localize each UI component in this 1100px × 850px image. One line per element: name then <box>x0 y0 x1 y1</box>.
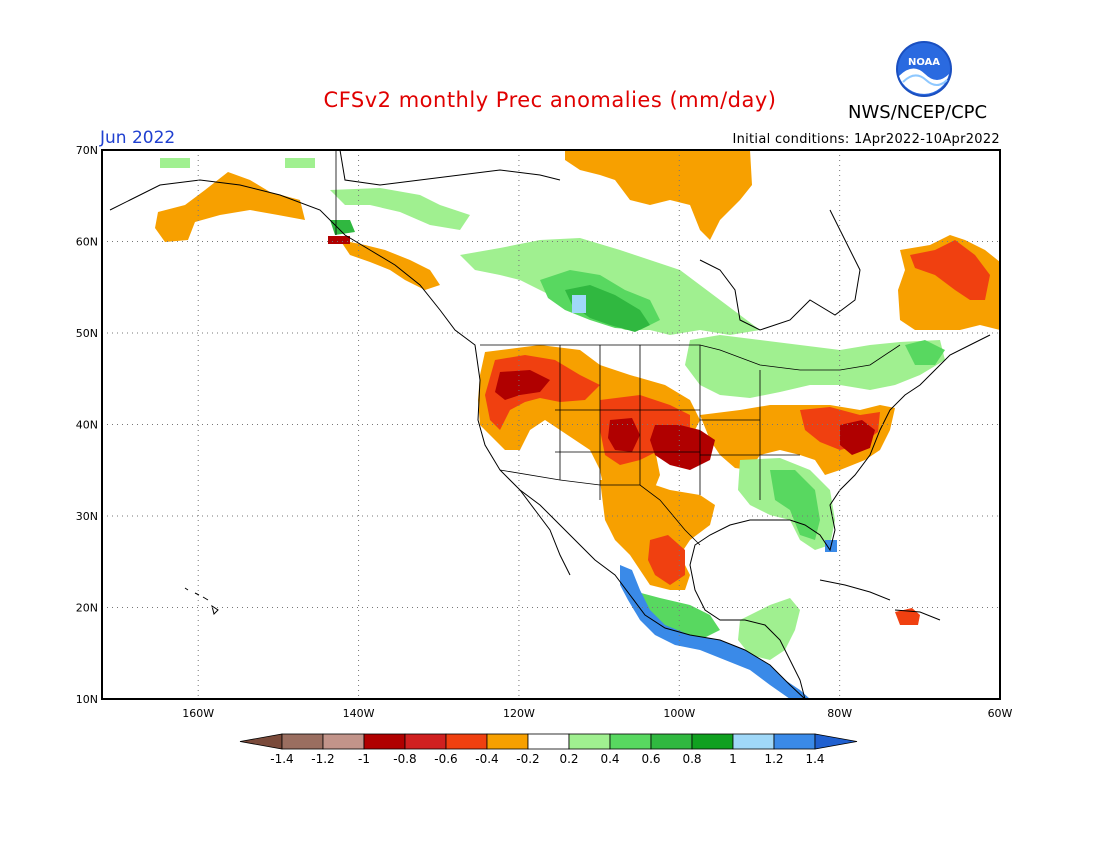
anomaly-bering-strait <box>160 158 190 168</box>
anomaly-nova-scotia <box>905 340 945 365</box>
anomaly-mexico-pacific <box>620 565 810 699</box>
colorbar-labels: -1.4 -1.2 -1 -0.8 -0.6 -0.4 -0.2 0.2 0.4 0.6 0.8 1 1… <box>270 752 824 766</box>
colorbar-swatch-12 <box>732 733 775 750</box>
forecast-period: Jun 2022 <box>100 128 176 148</box>
anomaly-texas-mexico <box>600 480 715 590</box>
lat-label-60N: 60N <box>76 236 98 249</box>
initial-conditions: Initial conditions: 1Apr2022-10Apr2022 <box>732 132 1000 147</box>
colorbar-label: 0.2 <box>559 752 578 766</box>
lat-label-70N: 70N <box>76 144 98 157</box>
colorbar <box>239 733 858 750</box>
colorbar-label: -0.2 <box>516 752 539 766</box>
anomaly-northern-canada <box>330 188 470 230</box>
anomaly-alaska-west <box>155 172 305 242</box>
longitude-labels: 160W 140W 120W 100W 80W 60W <box>182 707 1012 720</box>
colorbar-label: 0.6 <box>641 752 660 766</box>
anomaly-oregon-core <box>495 370 550 400</box>
anomaly-kansas-core <box>650 425 715 470</box>
border-us-canada <box>480 344 901 371</box>
lon-label-120W: 120W <box>503 707 535 720</box>
colorbar-swatch-4 <box>404 733 447 750</box>
latitude-labels: 70N 60N 50N 40N 30N 20N 10N <box>76 144 98 706</box>
lat-label-50N: 50N <box>76 327 98 340</box>
colorbar-label: -1.2 <box>311 752 334 766</box>
colorbar-label: -0.4 <box>475 752 498 766</box>
colorbar-label: 0.8 <box>682 752 701 766</box>
hawaii-islands <box>184 587 219 615</box>
anomaly-darkred-regions <box>328 236 875 470</box>
coastline-hudson-bay <box>699 209 861 331</box>
anomaly-alaska-gulf-core <box>328 236 350 244</box>
lat-label-10N: 10N <box>76 693 98 706</box>
anomaly-virginia-core <box>840 420 875 455</box>
colorbar-lower-arrow <box>239 733 283 750</box>
colorbar-swatch-10 <box>650 733 693 750</box>
map-frame <box>101 149 1001 700</box>
colorbar-swatch-7 <box>527 733 570 750</box>
colorbar-swatch-2 <box>322 733 365 750</box>
anomaly-newmexico-core <box>608 418 640 452</box>
colorbar-label: 1 <box>729 752 737 766</box>
anomaly-hispaniola <box>895 608 920 625</box>
organization-label: NWS/NCEP/CPC <box>848 102 988 123</box>
coastline-arctic <box>339 150 561 186</box>
colorbar-label: 1.4 <box>805 752 824 766</box>
lon-label-100W: 100W <box>663 707 695 720</box>
lon-label-140W: 140W <box>343 707 375 720</box>
border-state-lines <box>555 345 800 500</box>
coastline-baja <box>519 489 571 576</box>
anomaly-field <box>109 150 1000 699</box>
anomaly-saskatchewan-core <box>565 285 650 332</box>
colorbar-swatch-3 <box>363 733 406 750</box>
anomaly-florida <box>770 470 820 540</box>
lon-label-80W: 80W <box>827 707 852 720</box>
anomaly-great-lakes <box>685 335 945 398</box>
coastline-cuba <box>819 579 891 601</box>
colorbar-label: 1.2 <box>764 752 783 766</box>
colorbar-swatch-11 <box>691 733 734 750</box>
colorbar-swatch-13 <box>773 733 816 750</box>
colorbar-swatch-1 <box>281 733 324 750</box>
anomaly-arctic-islands <box>285 158 315 168</box>
political-borders <box>335 150 901 546</box>
colorbar-swatch-6 <box>486 733 529 750</box>
chart-title: CFSv2 monthly Prec anomalies (mm/day) <box>323 88 777 112</box>
colorbar-swatch-8 <box>568 733 611 750</box>
lon-label-160W: 160W <box>182 707 214 720</box>
lat-label-30N: 30N <box>76 510 98 523</box>
coastline-gulf <box>689 334 991 699</box>
anomaly-labrador <box>910 240 990 300</box>
colorbar-swatch-5 <box>445 733 488 750</box>
colorbar-label: 0.4 <box>600 752 619 766</box>
anomaly-mexico-gulf <box>630 590 720 640</box>
anomaly-bc-coast <box>340 240 440 290</box>
anomaly-lightblue-core <box>572 295 586 313</box>
anomaly-arctic-coast <box>565 150 752 240</box>
colorbar-swatch-9 <box>609 733 652 750</box>
colorbar-label: -0.8 <box>393 752 416 766</box>
lat-label-20N: 20N <box>76 602 98 615</box>
colorbar-label: -1.4 <box>270 752 293 766</box>
coastline-north-america <box>109 179 806 699</box>
colorbar-label: -0.6 <box>434 752 457 766</box>
logo-text: NOAA <box>908 57 940 68</box>
noaa-logo: NOAA <box>895 40 953 98</box>
coastline-hispaniola <box>894 609 941 621</box>
coastlines <box>109 150 991 699</box>
colorbar-label: -1 <box>358 752 370 766</box>
lon-label-60W: 60W <box>988 707 1013 720</box>
anomaly-texas <box>648 535 685 585</box>
lat-label-40N: 40N <box>76 419 98 432</box>
colorbar-upper-arrow <box>814 733 858 750</box>
